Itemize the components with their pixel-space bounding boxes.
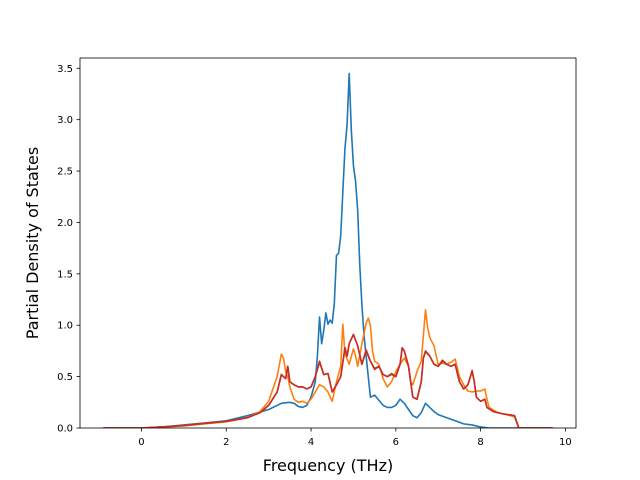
series-line-2 — [103, 309, 553, 428]
x-tick-label: 10 — [559, 437, 572, 448]
x-tick-label: 0 — [138, 437, 144, 448]
y-axis-label: Partial Density of States — [23, 147, 42, 339]
y-tick-label: 0.5 — [57, 372, 73, 383]
y-tick-label: 3.0 — [57, 115, 73, 126]
y-axis: 0.0 0.5 1.0 1.5 2.0 2.5 3.0 3.5 — [57, 64, 80, 435]
series-line-1 — [103, 72, 553, 428]
x-tick-label: 8 — [477, 437, 483, 448]
y-tick-label: 2.5 — [57, 167, 73, 178]
y-tick-label: 3.5 — [57, 64, 73, 75]
x-axis: 0 2 4 6 8 10 — [138, 428, 572, 448]
x-axis-label: Frequency (THz) — [263, 456, 393, 475]
x-tick-label: 6 — [393, 437, 399, 448]
x-tick-label: 4 — [308, 437, 314, 448]
plot-frame — [79, 57, 577, 429]
y-tick-label: 1.5 — [57, 269, 73, 280]
series-layer — [103, 72, 553, 428]
x-tick-label: 2 — [223, 437, 229, 448]
y-tick-label: 2.0 — [57, 218, 73, 229]
y-tick-label: 1.0 — [57, 321, 73, 332]
y-tick-label: 0.0 — [57, 424, 73, 435]
series-line-4 — [103, 333, 553, 428]
